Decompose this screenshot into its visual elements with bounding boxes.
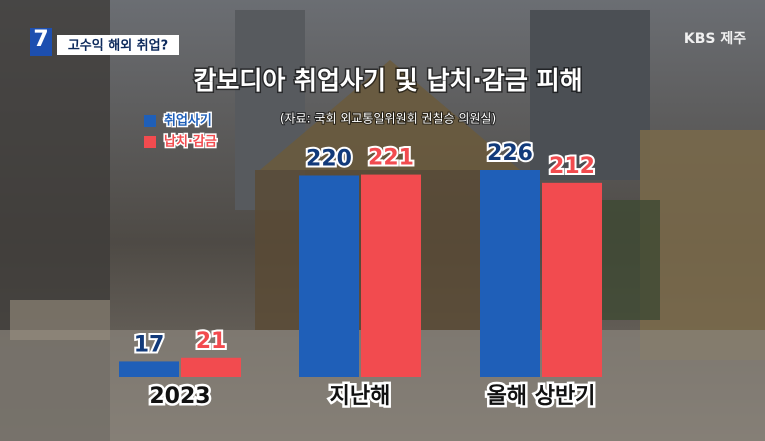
x-tick-label: 올해 상반기: [487, 384, 596, 409]
bar: [542, 182, 602, 377]
legend-swatch: [144, 136, 156, 148]
topic-box: [57, 35, 179, 55]
bar: [361, 174, 421, 377]
bar: [181, 357, 241, 377]
bar: [119, 361, 179, 377]
value-label: 21: [196, 329, 227, 354]
value-label: 212: [549, 154, 595, 179]
topic: 고수익 해외 취업?: [68, 38, 168, 54]
value-label: 220: [306, 146, 352, 171]
channel-badge: [30, 28, 52, 56]
chart-subtitle: (자료: 국회 외교통일위원회 권칠승 의원실): [280, 112, 496, 126]
x-tick-label: 2023: [149, 384, 210, 409]
channel-number: 7: [33, 27, 48, 52]
x-tick-label: 지난해: [330, 384, 391, 409]
legend-swatch: [144, 115, 156, 127]
bar: [299, 175, 359, 377]
station: KBS 제주: [684, 31, 746, 47]
value-label: 221: [368, 146, 414, 171]
chart-title: 캄보디아 취업사기 및 납치·감금 피해: [193, 66, 582, 95]
legend-label: 납치·감금: [164, 134, 217, 150]
bar: [480, 170, 540, 377]
broadcast-badge: 7 고수익 해외 취업? KBS 제주: [30, 27, 746, 56]
value-label: 17: [134, 332, 165, 357]
legend-label: 취업사기: [164, 113, 212, 129]
value-label: 226: [487, 141, 533, 166]
